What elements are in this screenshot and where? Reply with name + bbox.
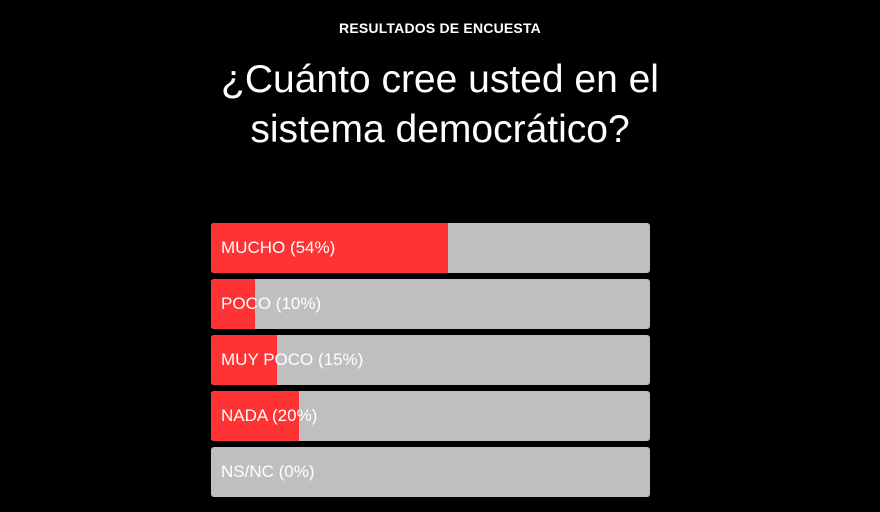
survey-kicker: RESULTADOS DE ENCUESTA	[339, 20, 541, 36]
poll-bar-muy-poco: MUY POCO (15%)	[211, 335, 650, 385]
poll-bar-fill-mucho	[211, 223, 449, 273]
poll-bar-label-muy-poco: MUY POCO (15%)	[221, 350, 364, 369]
poll-bar-label-poco: POCO (10%)	[221, 294, 322, 313]
poll-bar-label-mucho: MUCHO (54%)	[221, 238, 336, 257]
poll-bar-label-nada: NADA (20%)	[221, 406, 318, 425]
poll-bar-fill-muy-poco	[211, 335, 277, 385]
poll-bar-fill-nada	[211, 391, 299, 441]
survey-question: ¿Cuánto cree usted en el sistema democrá…	[221, 58, 659, 151]
poll-bar-poco: POCO (10%)	[211, 279, 650, 329]
poll-bar-fill-poco	[211, 279, 255, 329]
poll-bar-ns-nc: NS/NC (0%)	[211, 447, 650, 497]
poll-bar-nada: NADA (20%)	[211, 391, 650, 441]
poll-bar-mucho: MUCHO (54%)	[211, 223, 650, 273]
poll-results: MUCHO (54%) POCO (10%) MUY POCO (15%) NA…	[211, 223, 650, 503]
poll-bar-label-ns-nc: NS/NC (0%)	[221, 462, 315, 481]
